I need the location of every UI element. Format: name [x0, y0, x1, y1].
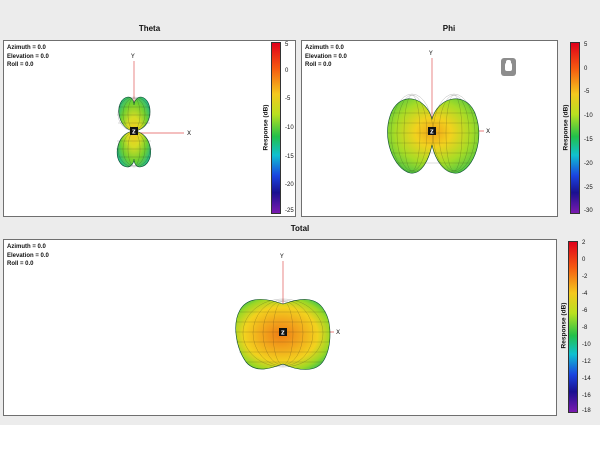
total-axis-z: Z — [281, 331, 285, 337]
total-tick: -2 — [582, 274, 588, 280]
total-3d-pattern[interactable]: Z Y X — [4, 240, 557, 416]
theta-axis-y: Y — [130, 53, 135, 60]
phi-axis-x: X — [486, 128, 490, 135]
theta-tick: -20 — [285, 182, 294, 188]
roll-readout: Roll = 0.0 — [7, 62, 34, 68]
total-tick: -14 — [582, 376, 591, 382]
phi-tick: -20 — [584, 161, 593, 167]
phi-tick: -25 — [584, 185, 593, 191]
total-tick: -10 — [582, 342, 591, 348]
phi-tick: -5 — [584, 89, 590, 95]
total-orientation: Azimuth = 0.0 Elevation = 0.0 Roll = 0.0 — [7, 243, 49, 269]
total-origin — [279, 328, 287, 336]
phi-title: Phi — [442, 24, 456, 33]
theta-axis-z: Z — [132, 130, 136, 136]
total-tick: 0 — [582, 257, 586, 263]
phi-axis-y: Y — [428, 50, 433, 57]
roll-readout: Roll = 0.0 — [7, 261, 34, 267]
theta-origin — [130, 127, 138, 135]
theta-colorbar: 5 0 -5 -10 -15 -20 -25 — [270, 40, 300, 217]
rotate-hand-icon[interactable] — [501, 58, 516, 76]
theta-plot-panel[interactable]: Azimuth = 0.0 Elevation = 0.0 Roll = 0.0 — [3, 40, 296, 217]
phi-tick: -10 — [584, 113, 593, 119]
theta-colorbar-gradient — [271, 42, 281, 214]
theta-3d-pattern[interactable]: Z Y X — [4, 41, 296, 217]
total-colorbar-label: Response (dB) — [560, 302, 568, 349]
theta-tick: -10 — [285, 125, 294, 131]
antenna-pattern-window: Theta Azimuth = 0.0 Elevation = 0.0 Roll… — [0, 0, 600, 425]
azimuth-readout: Azimuth = 0.0 — [7, 244, 46, 250]
elevation-readout: Elevation = 0.0 — [7, 53, 49, 60]
phi-axis-z: Z — [430, 130, 434, 136]
elevation-readout: Elevation = 0.0 — [305, 53, 347, 60]
theta-tick: 0 — [285, 68, 289, 74]
total-axis-y: Y — [279, 253, 284, 260]
phi-tick: 0 — [584, 66, 588, 72]
theta-tick: 5 — [285, 42, 289, 48]
total-axis-x: X — [336, 329, 340, 336]
azimuth-readout: Azimuth = 0.0 — [7, 45, 46, 51]
total-mesh — [235, 298, 331, 368]
theta-tick: -5 — [285, 96, 291, 102]
theta-title: Theta — [138, 24, 161, 33]
total-tick: -8 — [582, 325, 588, 331]
phi-colorbar: 5 0 -5 -10 -15 -20 -25 -30 — [570, 40, 600, 217]
elevation-readout: Elevation = 0.0 — [7, 252, 49, 259]
phi-origin — [428, 127, 436, 135]
phi-colorbar-gradient — [570, 42, 580, 214]
total-colorbar-gradient — [568, 241, 578, 413]
total-tick: 2 — [582, 240, 586, 246]
total-plot-panel[interactable]: Azimuth = 0.0 Elevation = 0.0 Roll = 0.0 — [3, 239, 557, 416]
total-tick: -16 — [582, 393, 591, 399]
total-tick: -18 — [582, 408, 591, 414]
azimuth-readout: Azimuth = 0.0 — [305, 45, 344, 51]
theta-axis-x: X — [187, 130, 191, 137]
phi-colorbar-label: Response (dB) — [562, 104, 570, 151]
phi-tick: -15 — [584, 137, 593, 143]
total-tick: -6 — [582, 308, 588, 314]
total-tick: -12 — [582, 359, 591, 365]
phi-3d-pattern[interactable]: Z Y X — [302, 41, 558, 217]
theta-mesh — [116, 96, 152, 168]
theta-orientation: Azimuth = 0.0 Elevation = 0.0 Roll = 0.0 — [7, 44, 49, 70]
phi-orientation: Azimuth = 0.0 Elevation = 0.0 Roll = 0.0 — [305, 44, 347, 70]
theta-colorbar-label: Response (dB) — [262, 104, 270, 151]
roll-readout: Roll = 0.0 — [305, 62, 332, 68]
theta-tick: -25 — [285, 208, 294, 214]
total-tick: -4 — [582, 291, 588, 297]
phi-tick: 5 — [584, 42, 588, 48]
theta-tick: -15 — [285, 154, 294, 160]
phi-tick: -30 — [584, 208, 593, 214]
phi-lobe — [387, 98, 480, 174]
phi-plot-panel[interactable]: Azimuth = 0.0 Elevation = 0.0 Roll = 0.0 — [301, 40, 558, 217]
total-colorbar: 2 0 -2 -4 -6 -8 -10 -12 -14 -16 -18 — [568, 239, 600, 416]
total-title: Total — [290, 224, 310, 233]
